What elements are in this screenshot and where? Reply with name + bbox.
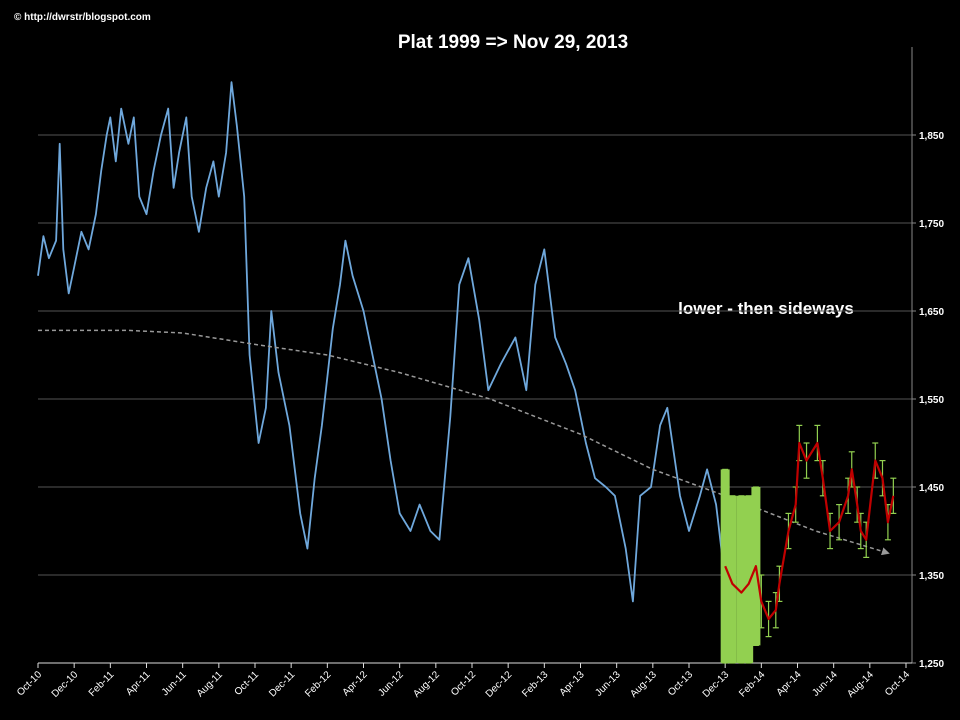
y-tick-label: 1,250 xyxy=(919,659,944,670)
error-bar xyxy=(727,495,737,664)
annotation: lower - then sideways xyxy=(678,299,854,318)
error-bar xyxy=(736,495,746,664)
series-line xyxy=(37,81,725,603)
y-tick-label: 1,650 xyxy=(919,307,944,318)
y-tick-label: 1,750 xyxy=(919,219,944,230)
credit: © http://dwrstr/blogspot.com xyxy=(14,12,151,23)
y-tick-label: 1,450 xyxy=(919,483,944,494)
y-tick-label: 1,350 xyxy=(919,571,944,582)
error-bar xyxy=(744,495,754,664)
series-line xyxy=(724,441,895,621)
y-tick-label: 1,850 xyxy=(919,131,944,142)
y-tick-label: 1,550 xyxy=(919,395,944,406)
error-bar xyxy=(720,468,730,664)
chart-title: Plat 1999 => Nov 29, 2013 xyxy=(398,32,628,53)
error-bar xyxy=(890,477,897,515)
